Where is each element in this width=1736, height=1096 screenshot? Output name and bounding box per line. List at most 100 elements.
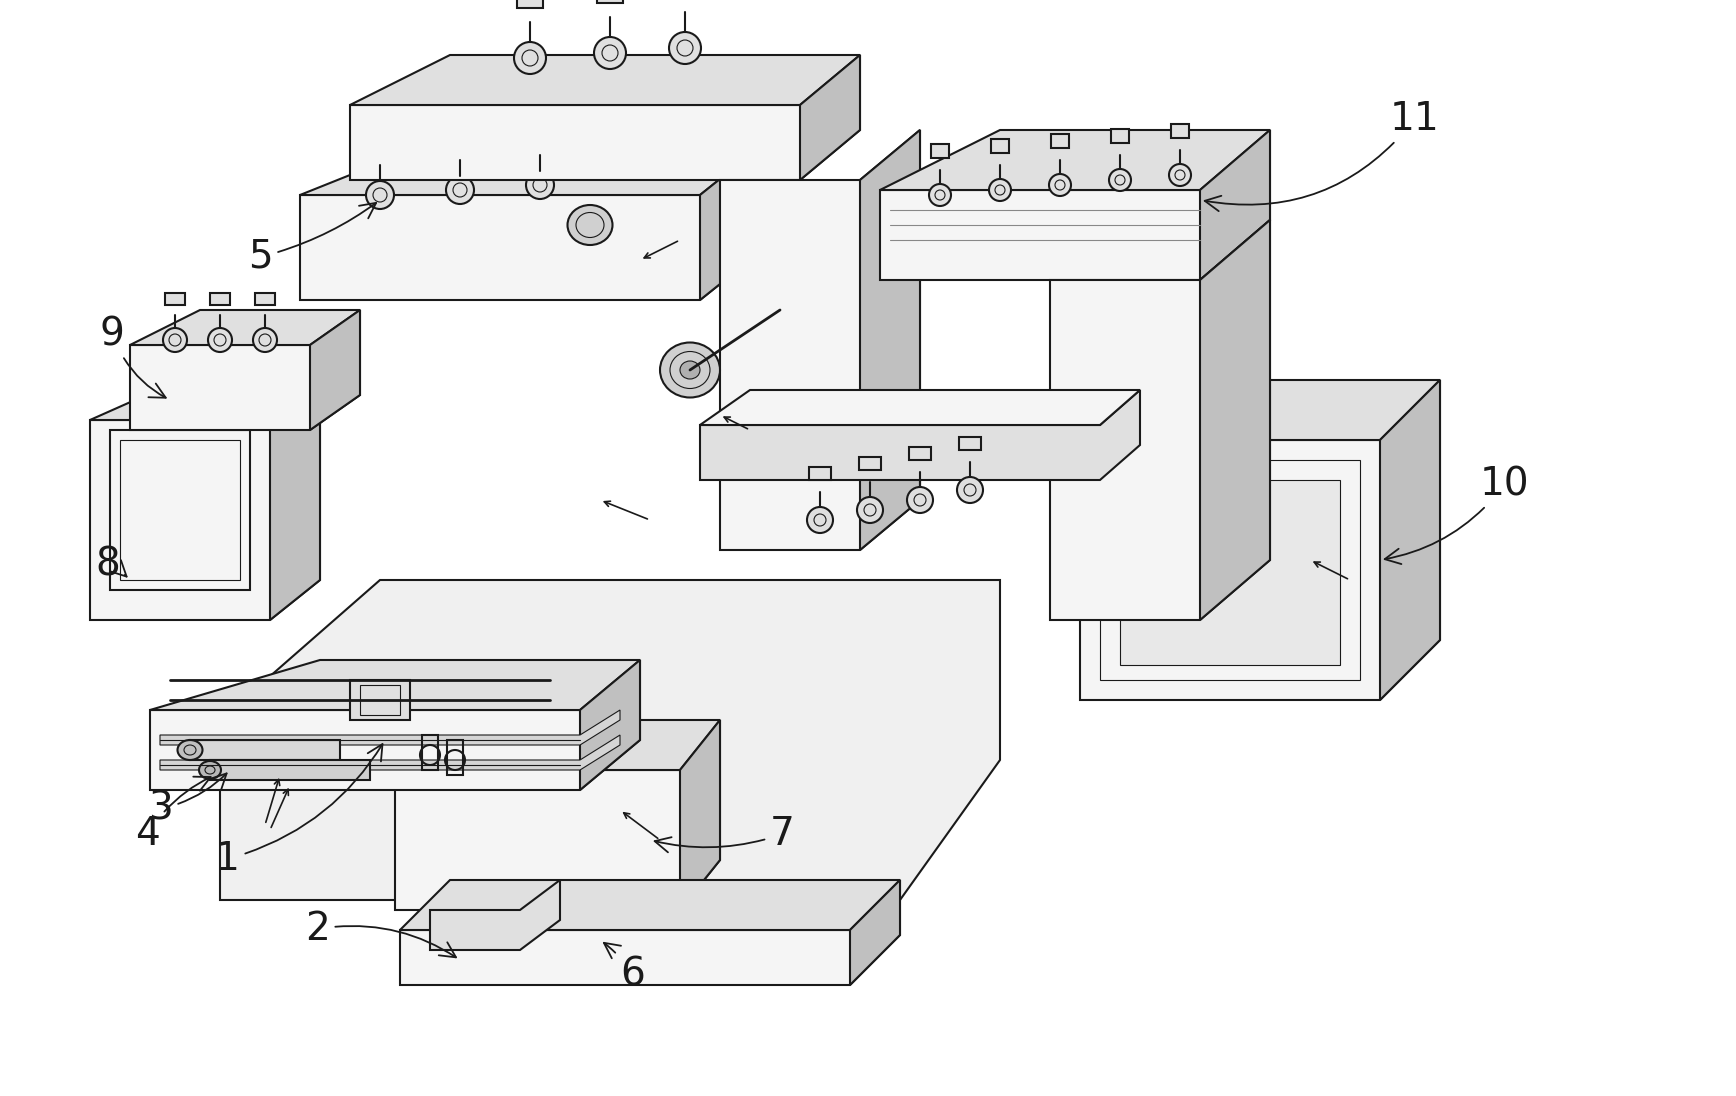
Polygon shape [396, 720, 720, 910]
Bar [120, 439, 240, 580]
Polygon shape [90, 380, 319, 420]
Circle shape [1168, 164, 1191, 186]
Bar [1172, 124, 1189, 138]
Bar [109, 430, 250, 590]
Polygon shape [800, 55, 859, 180]
Polygon shape [160, 710, 620, 745]
Polygon shape [210, 760, 370, 780]
Circle shape [906, 487, 932, 513]
Polygon shape [399, 880, 899, 931]
Circle shape [929, 184, 951, 206]
Polygon shape [880, 130, 1271, 279]
Bar [958, 437, 981, 450]
Bar [528, 129, 552, 142]
Polygon shape [300, 155, 750, 300]
Polygon shape [851, 880, 899, 985]
Bar [359, 685, 399, 715]
Circle shape [990, 179, 1010, 201]
Polygon shape [160, 735, 620, 770]
Text: 1: 1 [215, 744, 382, 878]
Polygon shape [300, 155, 750, 195]
Ellipse shape [568, 205, 613, 246]
Bar [597, 0, 623, 3]
Polygon shape [1200, 130, 1271, 279]
Bar [255, 293, 274, 305]
Polygon shape [149, 660, 641, 710]
Polygon shape [580, 660, 641, 790]
Polygon shape [1080, 380, 1439, 439]
Circle shape [594, 37, 627, 69]
Circle shape [366, 181, 394, 209]
Text: 10: 10 [1385, 465, 1529, 564]
Circle shape [236, 751, 245, 760]
Circle shape [1049, 174, 1071, 196]
Polygon shape [189, 740, 340, 760]
Bar [446, 740, 464, 775]
Text: 11: 11 [1205, 100, 1439, 212]
Polygon shape [351, 55, 859, 105]
Circle shape [957, 477, 983, 503]
Circle shape [526, 171, 554, 199]
Circle shape [255, 761, 264, 769]
Polygon shape [1050, 220, 1271, 620]
Polygon shape [431, 880, 561, 950]
Circle shape [163, 328, 187, 352]
Polygon shape [859, 130, 920, 550]
Polygon shape [1080, 380, 1439, 700]
Ellipse shape [177, 740, 203, 760]
Circle shape [1109, 169, 1130, 191]
Polygon shape [1380, 380, 1439, 700]
Polygon shape [351, 55, 859, 180]
Text: 9: 9 [101, 315, 165, 398]
Bar [351, 680, 410, 720]
Text: 5: 5 [248, 203, 377, 276]
Bar [448, 134, 472, 148]
Bar [1050, 134, 1069, 148]
Text: 2: 2 [306, 910, 457, 957]
Polygon shape [311, 310, 359, 430]
Circle shape [253, 328, 278, 352]
Polygon shape [271, 380, 319, 620]
Polygon shape [681, 720, 720, 910]
Bar [1101, 460, 1359, 680]
Bar [422, 735, 437, 770]
Polygon shape [90, 380, 319, 620]
Bar [210, 293, 229, 305]
Bar [930, 144, 950, 158]
Text: 8: 8 [95, 545, 127, 583]
Text: 4: 4 [135, 777, 210, 853]
Circle shape [208, 328, 233, 352]
Polygon shape [220, 580, 1000, 900]
Polygon shape [700, 390, 1141, 480]
Bar [517, 0, 543, 8]
Polygon shape [880, 130, 1271, 190]
Polygon shape [399, 880, 899, 985]
Bar [809, 467, 832, 480]
Bar [991, 139, 1009, 153]
Ellipse shape [200, 761, 220, 779]
Polygon shape [700, 390, 1141, 425]
Text: 3: 3 [148, 774, 227, 827]
Polygon shape [130, 310, 359, 430]
Circle shape [668, 32, 701, 64]
Polygon shape [720, 130, 920, 550]
Bar [910, 447, 930, 460]
Text: 6: 6 [604, 943, 644, 993]
Bar [1120, 480, 1340, 665]
Bar [1111, 129, 1128, 142]
Circle shape [514, 42, 547, 75]
Bar [859, 457, 880, 470]
Polygon shape [396, 720, 720, 770]
Polygon shape [149, 660, 641, 790]
Circle shape [446, 176, 474, 204]
Polygon shape [1200, 220, 1271, 620]
Polygon shape [130, 310, 359, 345]
Bar [368, 139, 392, 153]
Ellipse shape [660, 342, 720, 398]
Ellipse shape [681, 361, 700, 379]
Text: 7: 7 [654, 815, 795, 853]
Circle shape [807, 507, 833, 533]
Polygon shape [700, 155, 750, 300]
Circle shape [858, 496, 884, 523]
Bar [165, 293, 186, 305]
